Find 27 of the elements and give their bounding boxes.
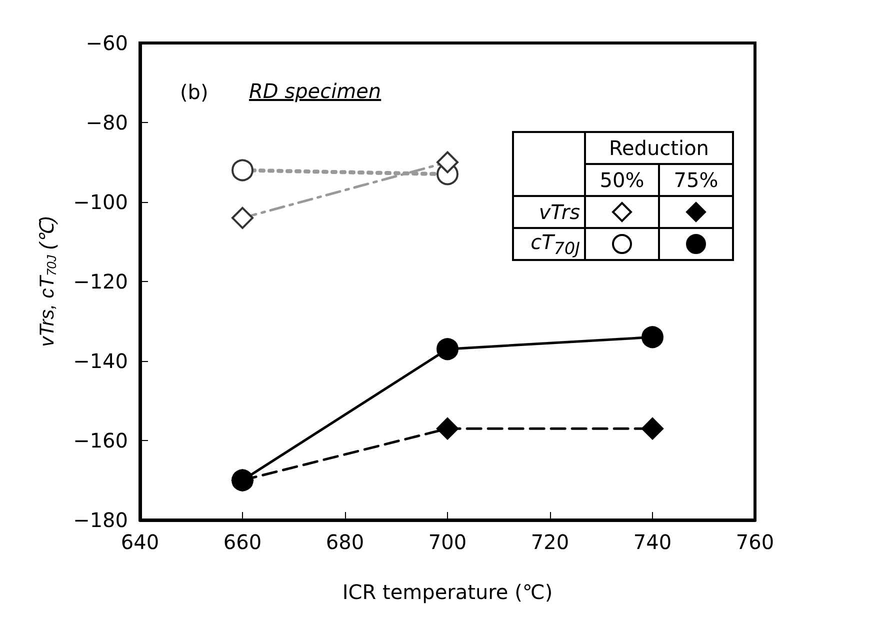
y-tick-label: −60: [86, 31, 128, 55]
x-tick-label: 760: [736, 530, 774, 554]
x-tick-label: 700: [428, 530, 467, 554]
y-tick-label: −180: [73, 508, 128, 532]
y-tick-label: −120: [73, 270, 128, 294]
x-tick-label: 680: [326, 530, 364, 554]
x-tick-label: 740: [633, 530, 672, 554]
point: [436, 418, 458, 440]
annotation: 75%: [659, 164, 733, 196]
annotation: cT$_{70J}$: [513, 228, 585, 260]
x-tick-label: 640: [120, 530, 160, 554]
annotation: (b): [180, 80, 208, 104]
y-tick-label: −140: [73, 349, 128, 373]
annotation: Reduction: [585, 132, 733, 164]
x-axis-title: ICR temperature (℃): [342, 580, 553, 604]
annotation: 50%: [585, 164, 659, 196]
y-tick-label: −80: [86, 110, 128, 134]
point: [642, 326, 664, 348]
point: [436, 338, 458, 360]
annotation: vTrs: [513, 196, 585, 228]
x-tick-label: 720: [530, 530, 570, 554]
x-tick-label: 660: [223, 530, 262, 554]
annotation: RD specimen: [249, 79, 382, 103]
point: [642, 418, 664, 440]
y-axis-title: vTrs, cT70J (℃): [36, 216, 59, 347]
y-tick-label: −160: [73, 428, 128, 452]
y-tick-label: −100: [73, 190, 128, 214]
